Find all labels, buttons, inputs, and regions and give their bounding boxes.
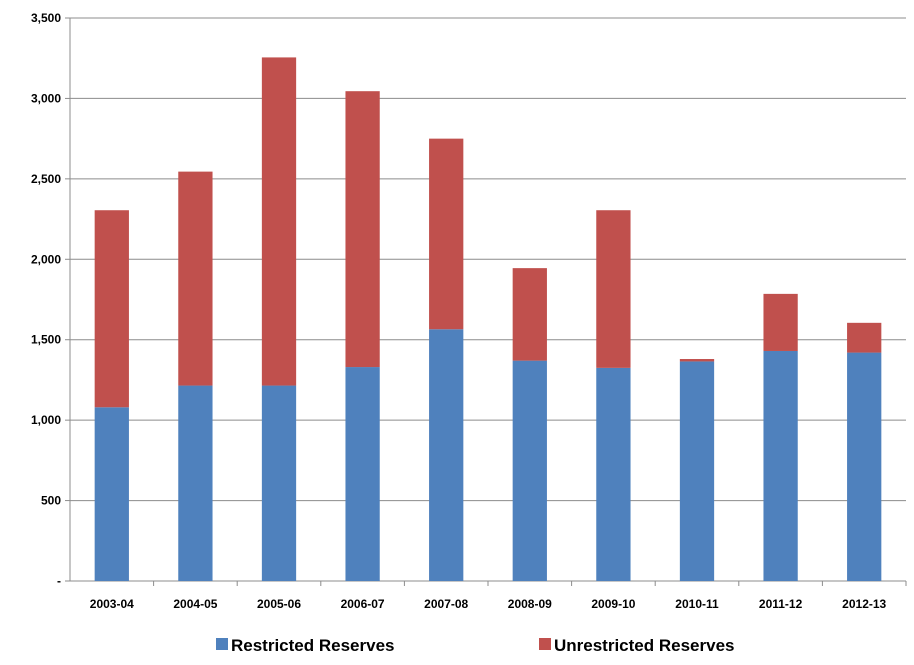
y-tick-label: - xyxy=(57,574,61,588)
bar-unrestricted-reserves xyxy=(512,268,547,361)
bar-unrestricted-reserves xyxy=(763,293,798,351)
y-tick-label: 1,000 xyxy=(31,413,61,427)
bar-restricted-reserves xyxy=(345,367,380,581)
x-tick-label: 2007-08 xyxy=(424,597,468,611)
y-tick-label: 500 xyxy=(41,494,61,508)
x-tick-label: 2005-06 xyxy=(257,597,301,611)
x-tick-label: 2011-12 xyxy=(759,597,803,611)
bar-unrestricted-reserves xyxy=(429,138,464,330)
tick-labels: - 500 1,000 1,500 2,000 2,500 3,000 3,500 2003-0… xyxy=(31,11,887,611)
bar-restricted-reserves xyxy=(512,360,547,581)
bar-restricted-reserves xyxy=(847,352,882,581)
legend-label: Restricted Reserves xyxy=(231,636,394,655)
legend-swatch xyxy=(539,638,551,650)
bar-restricted-reserves xyxy=(261,385,297,581)
bar-unrestricted-reserves xyxy=(178,171,213,386)
bar-restricted-reserves xyxy=(94,407,129,581)
bar-restricted-reserves xyxy=(596,367,631,581)
bar-restricted-reserves xyxy=(763,350,798,581)
legend-swatch xyxy=(216,638,228,650)
bar-unrestricted-reserves xyxy=(596,210,631,368)
bars xyxy=(94,57,882,581)
bar-restricted-reserves xyxy=(679,361,715,581)
y-tick-label: 2,500 xyxy=(31,172,61,186)
x-tick-label: 2003-04 xyxy=(90,597,134,611)
bar-unrestricted-reserves xyxy=(345,91,380,368)
legend-label: Unrestricted Reserves xyxy=(554,636,734,655)
x-tick-label: 2009-10 xyxy=(591,597,635,611)
x-tick-label: 2012-13 xyxy=(842,597,886,611)
bar-unrestricted-reserves xyxy=(847,322,882,353)
x-tick-label: 2004-05 xyxy=(173,597,217,611)
x-tick-label: 2010-11 xyxy=(675,597,719,611)
y-tick-label: 3,000 xyxy=(31,91,61,105)
x-tick-label: 2008-09 xyxy=(508,597,552,611)
bar-restricted-reserves xyxy=(429,329,464,581)
bar-unrestricted-reserves xyxy=(679,359,715,362)
y-tick-label: 1,500 xyxy=(31,333,61,347)
legend: Restricted Reserves Unrestricted Reserves xyxy=(216,636,734,655)
x-tick-label: 2006-07 xyxy=(341,597,385,611)
y-tick-label: 2,000 xyxy=(31,252,61,266)
y-tick-label: 3,500 xyxy=(31,11,61,25)
bar-unrestricted-reserves xyxy=(261,57,297,386)
bar-unrestricted-reserves xyxy=(94,210,129,408)
bar-restricted-reserves xyxy=(178,385,213,581)
